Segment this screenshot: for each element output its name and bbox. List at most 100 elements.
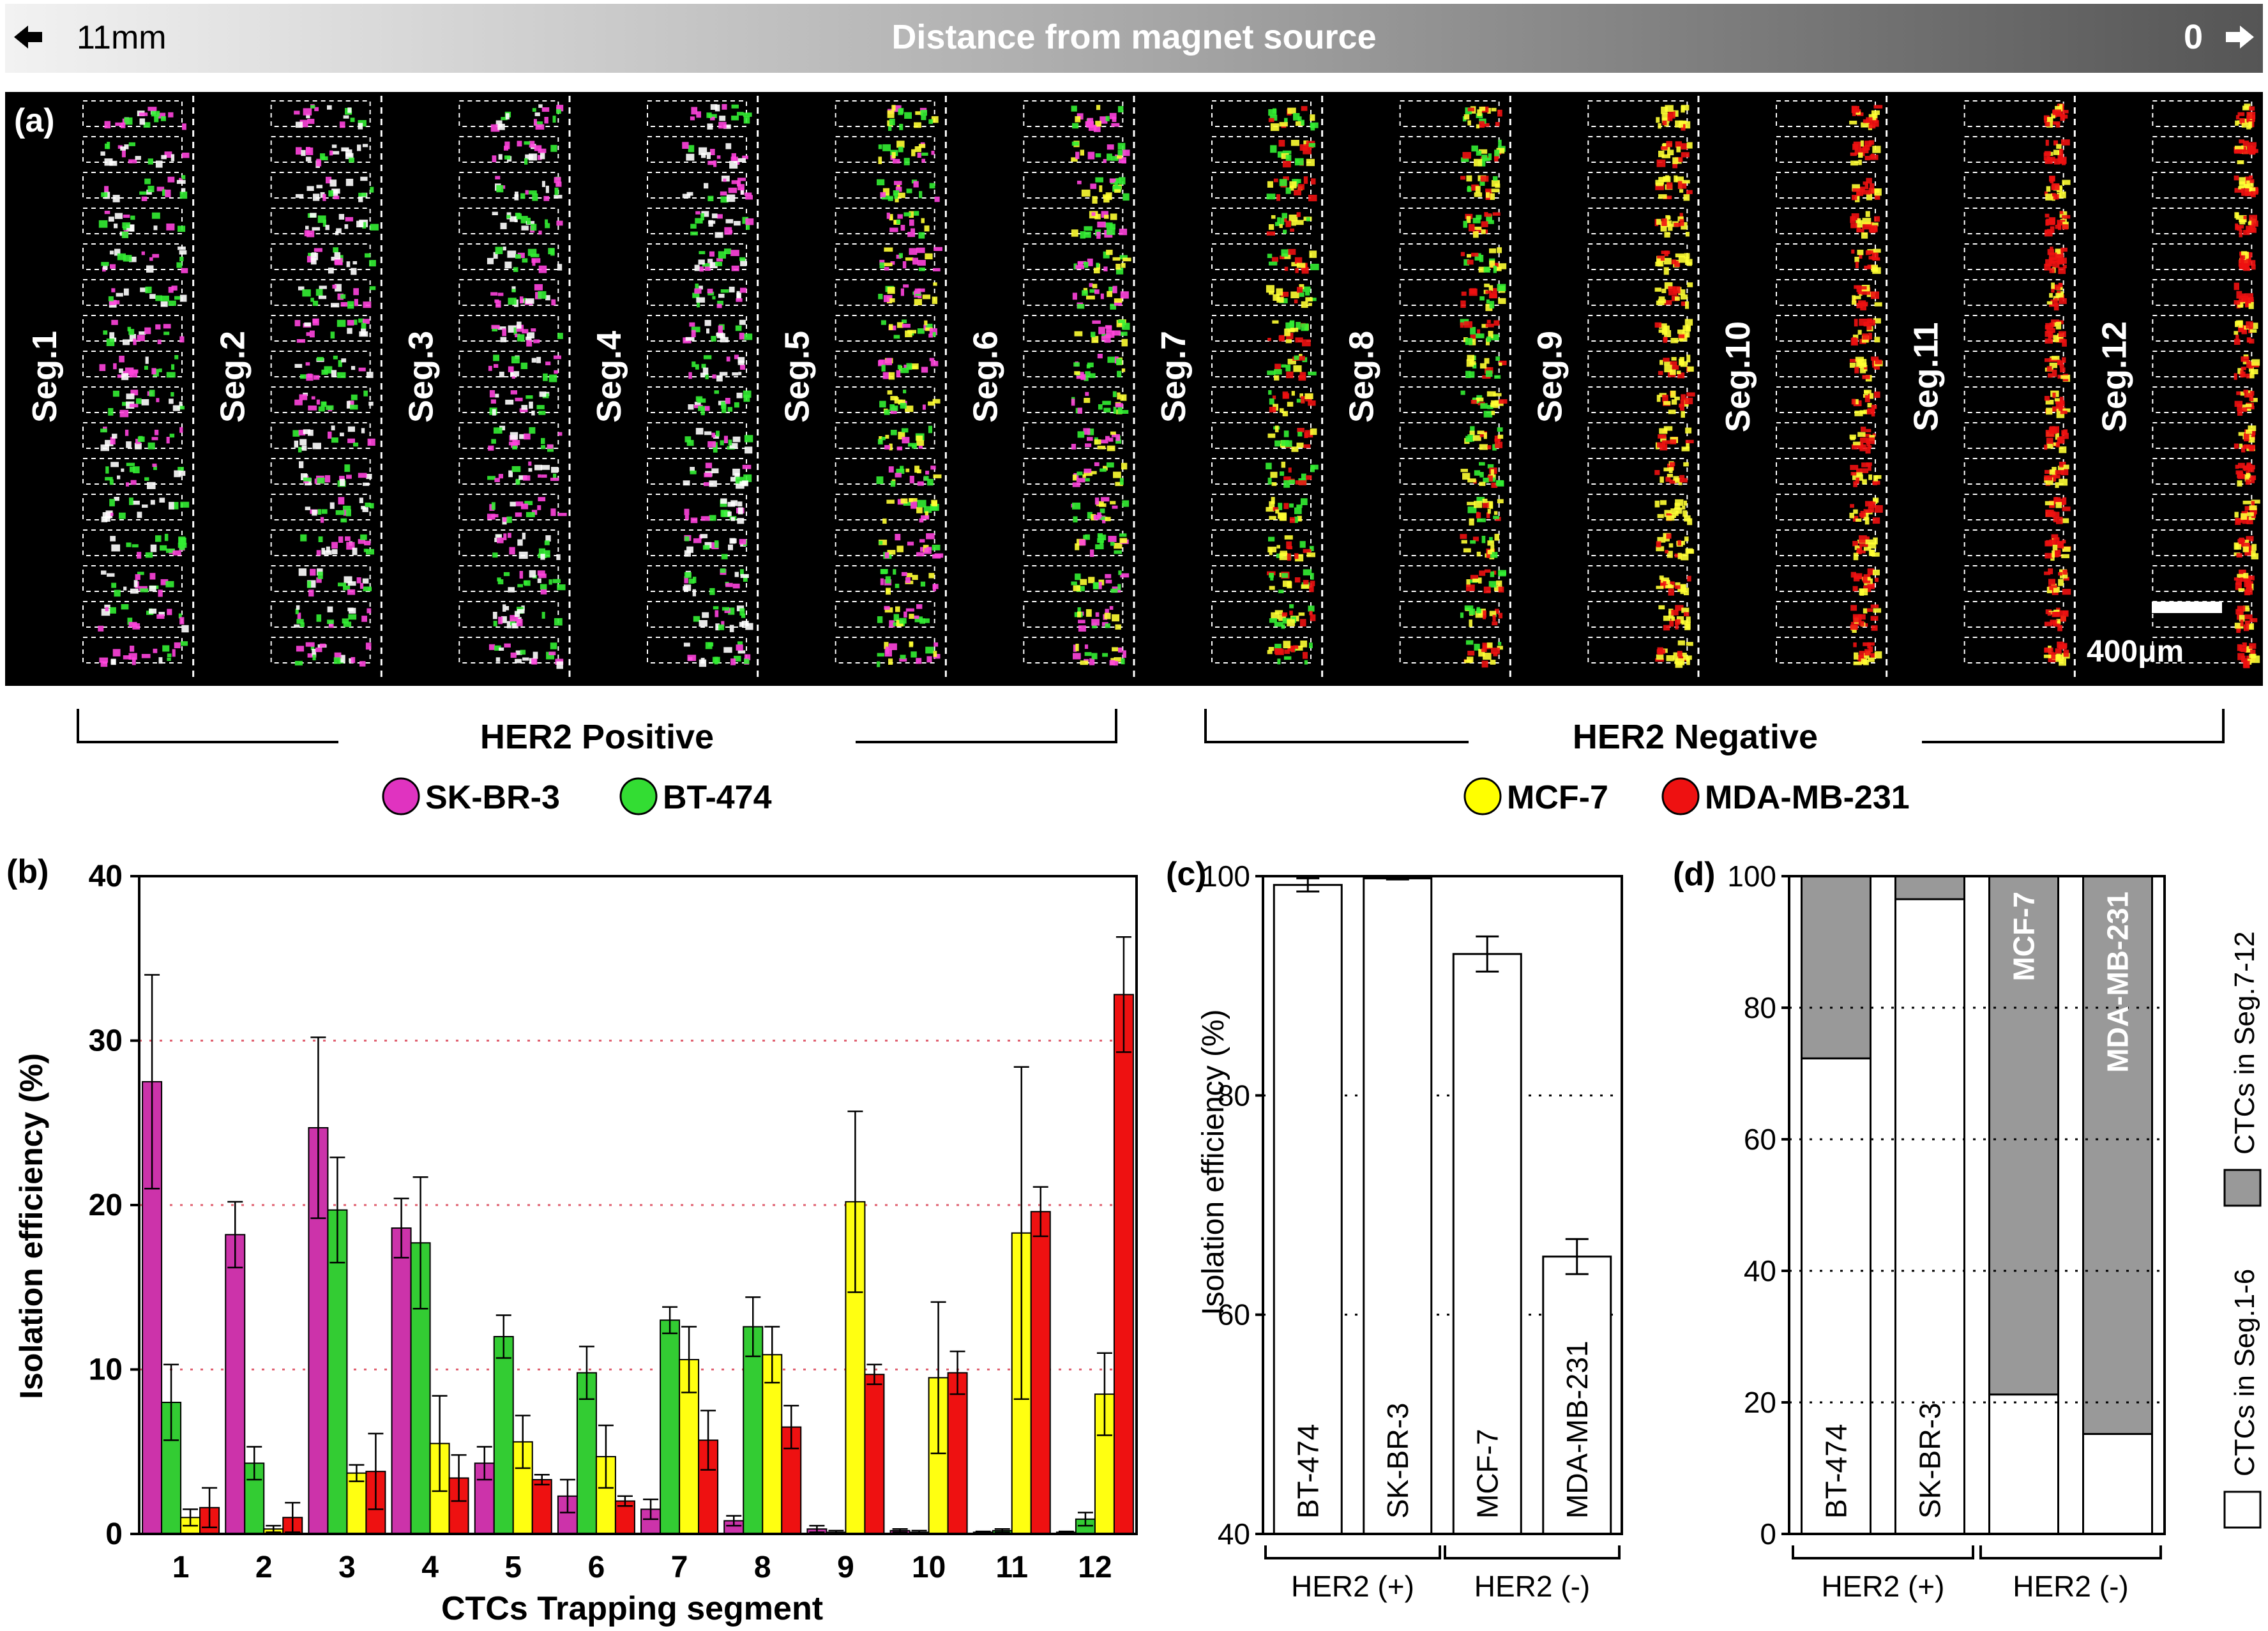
cell-cluster (513, 267, 518, 272)
cell-cluster (1071, 444, 1077, 450)
cell-cluster (144, 178, 151, 185)
cell-cluster (1287, 553, 1291, 561)
cell-cluster (1077, 407, 1082, 414)
cell-cluster (502, 328, 506, 337)
cell-cluster (928, 425, 932, 434)
cell-cluster (2241, 367, 2246, 370)
cell-cluster (1077, 607, 1081, 615)
cell-cluster (691, 326, 700, 333)
cell-cluster (1680, 399, 1684, 406)
cell-cluster (1658, 151, 1665, 158)
cell-cluster (1310, 428, 1317, 436)
cell-cluster (713, 445, 718, 453)
cell-cluster (340, 479, 345, 486)
cell-cluster (1119, 255, 1128, 259)
cell-cluster (724, 227, 732, 235)
cell-cluster (126, 482, 130, 487)
cell-cluster (1274, 440, 1281, 447)
cell-cluster (510, 371, 520, 377)
cell-cluster (2247, 146, 2256, 154)
cell-cluster (932, 545, 941, 550)
cell-cluster (1853, 616, 1862, 623)
cell-cluster (1303, 140, 1309, 146)
cell-cluster (1859, 367, 1866, 374)
cell-cluster (178, 467, 184, 471)
cell-cluster (497, 577, 501, 582)
cell-cluster (1071, 105, 1077, 112)
trap-outline (1211, 100, 1312, 127)
cell-cluster (2052, 261, 2060, 268)
cell-cluster (887, 110, 895, 118)
cell-cluster (142, 504, 148, 508)
cell-cluster (2053, 474, 2060, 479)
cell-cluster (899, 123, 903, 130)
cell-cluster (930, 466, 936, 470)
cell-cluster (2249, 179, 2255, 183)
cell-cluster (739, 333, 745, 340)
cell-cluster (688, 372, 692, 379)
cell-cluster (1671, 616, 1675, 621)
cell-cluster (1495, 480, 1504, 486)
cell-cluster (141, 251, 145, 255)
cell-cluster (2249, 643, 2257, 649)
cell-cluster (537, 578, 541, 583)
cell-cluster (347, 438, 355, 443)
cell-cluster (1266, 506, 1274, 512)
cell-cluster (2244, 444, 2249, 449)
trap-outline (1963, 136, 2064, 163)
cell-cluster (1868, 657, 1875, 662)
cell-cluster (501, 616, 507, 623)
cell-cluster (887, 287, 895, 294)
bar-mda-mb-231 (531, 1479, 552, 1535)
cell-cluster (551, 299, 556, 306)
cell-cluster (149, 390, 155, 397)
cell-cluster (691, 107, 698, 115)
cell-cluster (314, 248, 322, 252)
cell-cluster (2235, 578, 2242, 586)
cell-cluster (2046, 218, 2055, 225)
cell-cluster (730, 250, 739, 256)
bar-category-label: MCF-7 (1470, 1429, 1504, 1519)
cell-cluster (705, 373, 709, 379)
cell-cluster (1277, 151, 1283, 158)
cell-cluster (1479, 107, 1486, 111)
cell-cluster (114, 589, 121, 597)
cell-cluster (343, 505, 351, 510)
cell-cluster (126, 393, 135, 400)
cell-cluster (1296, 322, 1301, 330)
cell-cluster (1665, 105, 1674, 112)
cell-cluster (906, 188, 912, 193)
cell-cluster (536, 405, 545, 409)
cell-cluster (1683, 588, 1690, 596)
her2-negative-bracket-left (1204, 709, 1469, 743)
cell-cluster (907, 542, 914, 546)
cell-cluster (928, 333, 934, 338)
cell-cluster (896, 184, 900, 189)
cell-cluster (702, 367, 709, 375)
cell-cluster (878, 540, 888, 545)
cell-cluster (1864, 395, 1870, 402)
cell-cluster (933, 651, 937, 657)
cell-cluster (689, 322, 695, 327)
cell-cluster (1849, 363, 1856, 368)
cell-cluster (702, 263, 711, 267)
trap-outline (458, 565, 559, 592)
cell-cluster (365, 642, 372, 650)
cell-cluster (1677, 584, 1686, 592)
cell-cluster (1089, 289, 1096, 293)
cell-cluster (1496, 580, 1502, 586)
cell-cluster (1663, 325, 1670, 330)
cell-cluster (2242, 140, 2249, 147)
cell-cluster (533, 339, 540, 344)
cell-cluster (1470, 288, 1476, 294)
cell-cluster (149, 573, 156, 580)
cell-cluster (491, 502, 495, 510)
cell-cluster (1863, 547, 1871, 551)
cell-cluster (1493, 511, 1498, 515)
cell-cluster (1268, 536, 1275, 542)
cell-cluster (1491, 180, 1500, 187)
cell-cluster (1485, 213, 1492, 217)
cell-cluster (919, 191, 923, 199)
cell-cluster (179, 250, 187, 255)
cell-cluster (710, 149, 715, 155)
